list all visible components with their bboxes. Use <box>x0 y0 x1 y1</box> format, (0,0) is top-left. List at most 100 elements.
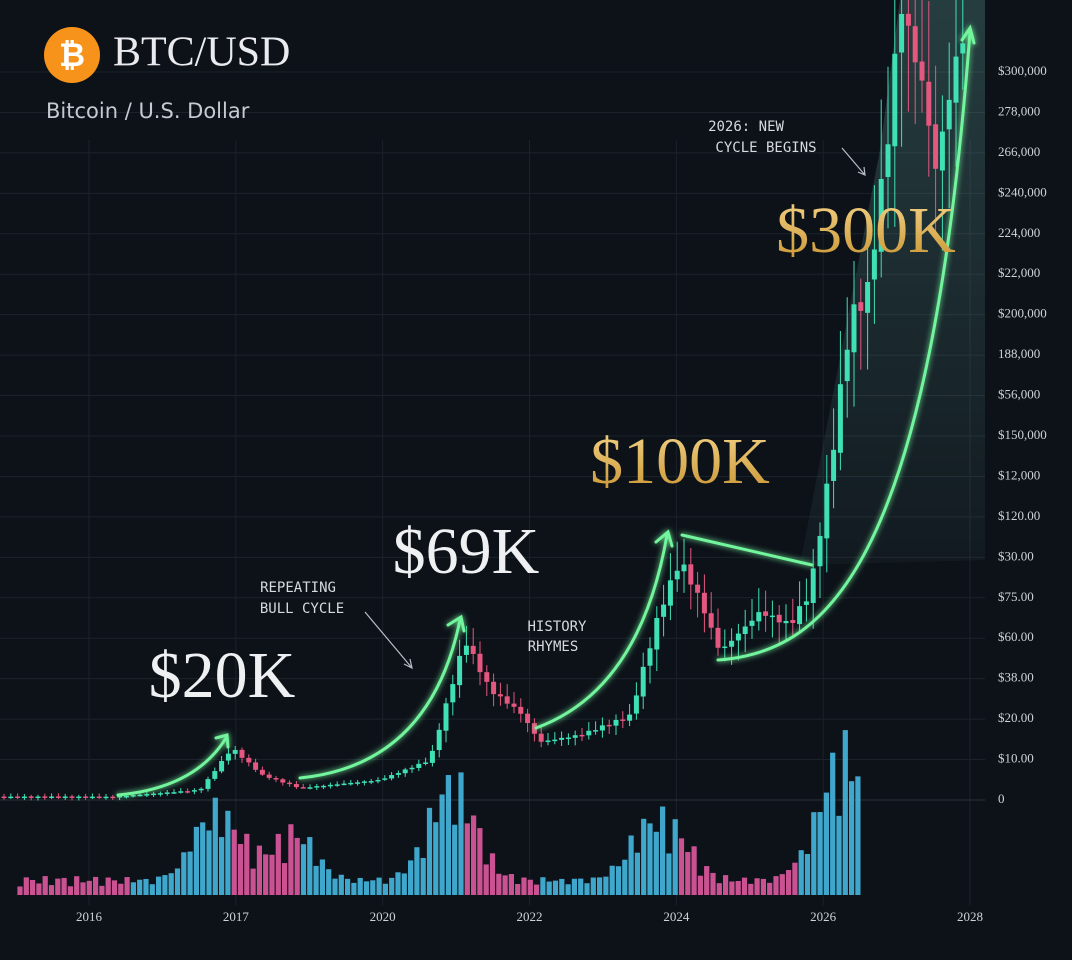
volume-bar <box>710 872 716 895</box>
y-axis-label: $200,000 <box>998 306 1047 321</box>
volume-bar <box>376 877 382 895</box>
candle-body <box>89 796 95 799</box>
volume-bar <box>641 818 647 895</box>
candle-body <box>559 737 565 740</box>
axis-labels: $300,000 278,000 266,000 $240,000 224,000 $22… <box>76 63 1047 924</box>
volume-bar <box>723 875 729 895</box>
candle-body <box>647 648 653 666</box>
candle-body <box>137 794 143 797</box>
price-label: $69K <box>393 515 540 588</box>
volume-bar <box>773 876 779 895</box>
candle-body <box>21 796 27 799</box>
candle-body <box>484 672 490 682</box>
y-axis-label: $22,000 <box>998 265 1040 280</box>
candle-body <box>117 796 123 798</box>
candle-body <box>708 613 714 628</box>
volume-bar <box>741 877 748 895</box>
candle-body <box>35 796 41 799</box>
y-axis-label: 0 <box>998 791 1005 806</box>
candle-body <box>321 785 327 788</box>
candle-body <box>817 535 823 567</box>
volume-bar <box>634 852 640 895</box>
volume-bar <box>48 885 55 895</box>
volume-bar <box>93 876 99 895</box>
candle-body <box>144 794 150 796</box>
candle-body <box>735 633 741 641</box>
candle-body <box>164 792 170 794</box>
volume-bar <box>527 879 533 895</box>
volume-bar <box>748 883 754 895</box>
volume-bar <box>231 829 237 895</box>
volume-bar <box>30 879 36 895</box>
candle-body <box>599 725 605 731</box>
volume-bar <box>426 807 433 895</box>
candle-body <box>348 782 354 785</box>
y-axis-label: 224,000 <box>998 225 1040 240</box>
volume-bar <box>452 824 458 895</box>
volume-bar <box>67 886 73 895</box>
volume-bar <box>647 823 653 895</box>
candle-body <box>423 762 429 764</box>
volume <box>17 730 861 895</box>
volume-bar <box>817 812 823 895</box>
volume-bar <box>691 846 697 895</box>
volume-bar <box>332 878 338 895</box>
volume-bar <box>565 884 571 895</box>
candle-body <box>511 703 517 707</box>
volume-bar <box>187 851 193 895</box>
volume-bar <box>149 884 155 895</box>
trend-arc <box>116 736 228 797</box>
candle-body <box>633 695 639 714</box>
volume-bar <box>80 882 86 895</box>
volume-bar <box>338 874 344 895</box>
candle-body <box>586 730 592 736</box>
volume-bar <box>521 877 527 895</box>
x-axis-label: 2024 <box>663 909 690 924</box>
volume-bar <box>559 878 565 895</box>
volume-bar <box>42 876 48 895</box>
candle-body <box>334 784 340 786</box>
volume-bar <box>174 868 181 895</box>
candle-body <box>300 787 306 789</box>
volume-bar <box>357 877 363 895</box>
annotation: CYCLE BEGINS <box>715 140 816 156</box>
candle-body <box>287 782 293 785</box>
candle-body <box>803 601 809 605</box>
candle-body <box>219 760 225 772</box>
candle-body <box>178 791 184 793</box>
candle-body <box>640 666 646 697</box>
title: BTC/USD <box>113 30 290 76</box>
volume-bar <box>256 845 262 895</box>
candle-body <box>69 796 75 798</box>
candle-body <box>763 611 769 616</box>
candle-body <box>776 614 782 623</box>
y-axis-label: $75.00 <box>998 589 1034 604</box>
volume-bar <box>578 878 584 895</box>
volume-bar <box>477 828 483 895</box>
candle-body <box>273 778 279 780</box>
volume-bar <box>836 815 842 895</box>
volume-bar <box>225 810 231 895</box>
y-axis-label: $120.00 <box>998 508 1040 523</box>
volume-bar <box>275 833 281 895</box>
volume-bar <box>609 865 615 895</box>
volume-bar <box>502 875 508 895</box>
volume-bar <box>552 880 559 895</box>
candle-body <box>926 81 932 126</box>
candle-body <box>280 779 286 783</box>
x-axis-label: 2022 <box>517 909 543 924</box>
volume-bar <box>597 877 603 895</box>
candle-body <box>151 793 157 796</box>
candle-body <box>831 449 837 481</box>
volume-bar <box>130 882 136 895</box>
volume-bar <box>433 822 439 895</box>
candle-body <box>613 719 619 726</box>
volume-bar <box>17 886 23 895</box>
volume-bar <box>628 835 634 895</box>
volume-bar <box>389 877 395 895</box>
volume-bar <box>370 880 376 895</box>
volume-bar <box>319 859 325 895</box>
candles <box>1 0 966 801</box>
volume-bar <box>735 880 741 895</box>
volume-bar <box>489 853 496 895</box>
